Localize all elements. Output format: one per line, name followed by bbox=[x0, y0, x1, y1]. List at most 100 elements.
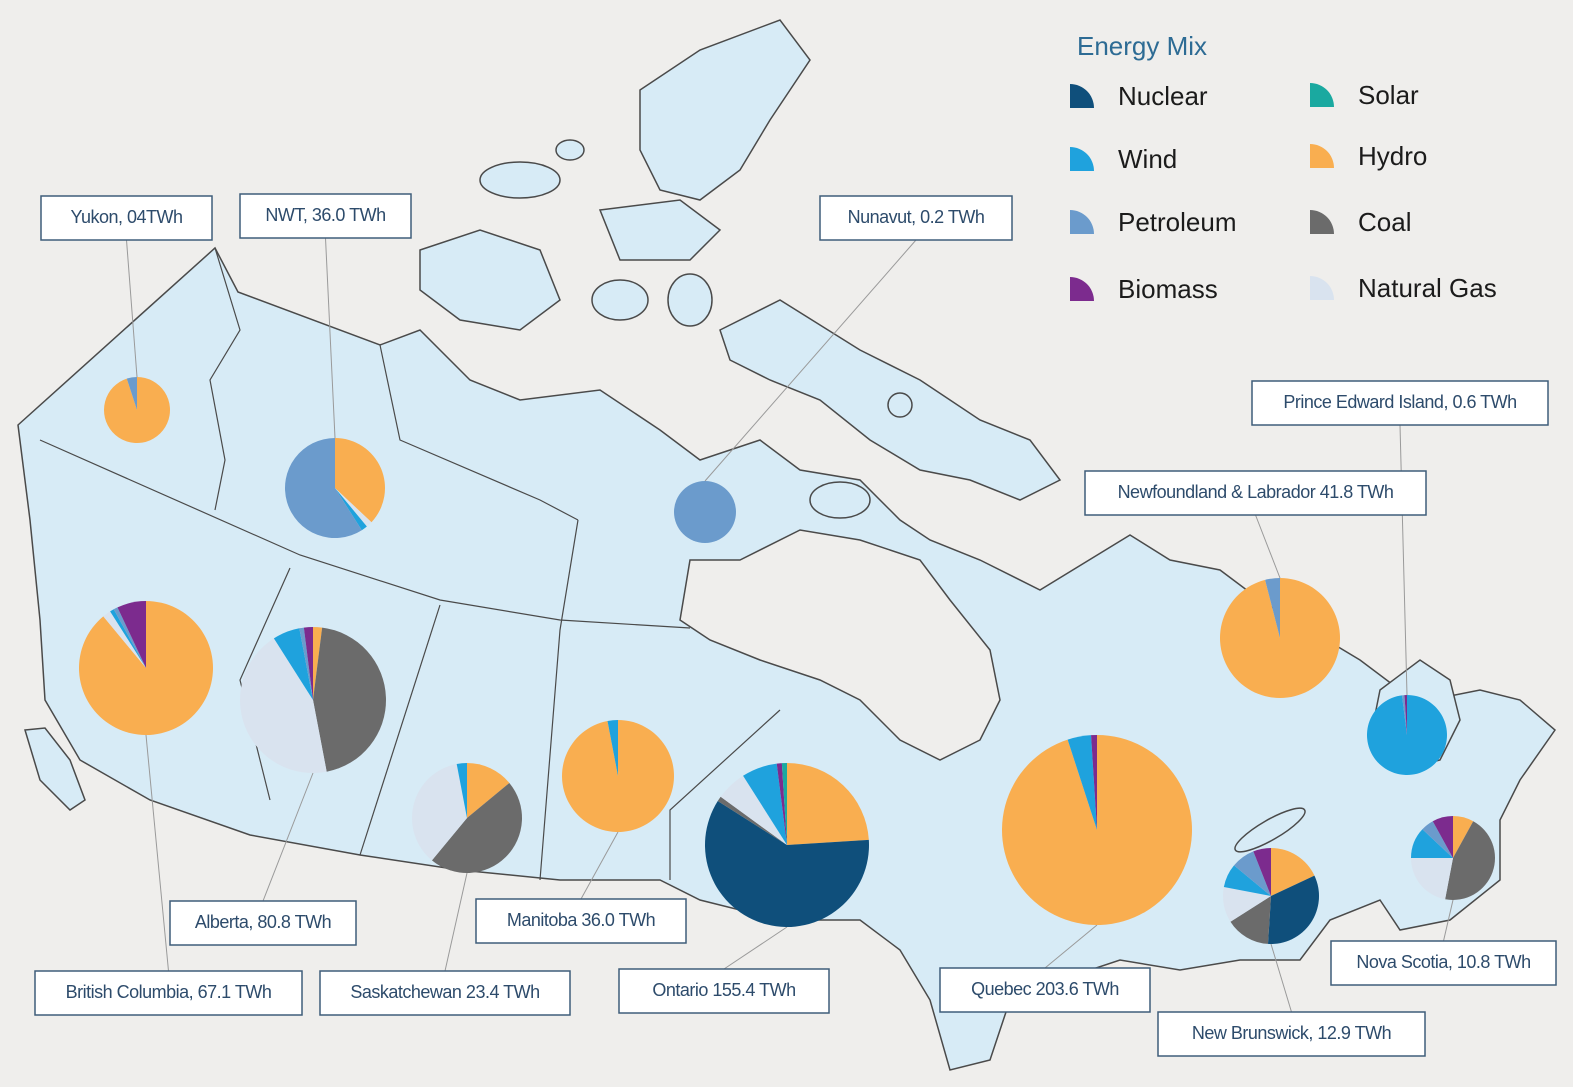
pie-slice bbox=[562, 720, 675, 832]
label-box bbox=[618, 968, 830, 1014]
legend-label: Biomass bbox=[1118, 274, 1218, 304]
legend-label: Natural Gas bbox=[1358, 273, 1497, 303]
province-label: Quebec 203.6 TWh bbox=[971, 979, 1119, 999]
pie-slice bbox=[113, 607, 146, 668]
pie-slice bbox=[607, 720, 618, 776]
borders bbox=[39, 247, 781, 881]
label-box bbox=[319, 970, 571, 1016]
leader-line bbox=[1270, 943, 1292, 1013]
province-label: Nova Scotia, 10.8 TWh bbox=[1356, 952, 1530, 972]
label-box bbox=[169, 900, 357, 946]
pie-slice bbox=[1002, 735, 1192, 926]
pie-slice bbox=[1453, 816, 1474, 858]
island bbox=[887, 392, 913, 418]
label-box bbox=[34, 970, 303, 1016]
province-label: Yukon, 04TWh bbox=[70, 207, 182, 227]
pie-slice bbox=[1410, 829, 1453, 858]
legend-icon bbox=[1310, 276, 1334, 300]
province-label: Ontario 155.4 TWh bbox=[652, 980, 795, 1000]
pie-slice bbox=[456, 763, 467, 818]
province-label: Nunavut, 0.2 TWh bbox=[848, 207, 985, 227]
legend-label: Solar bbox=[1358, 80, 1419, 110]
pie-slice bbox=[1401, 695, 1407, 735]
legend-label: Hydro bbox=[1358, 141, 1427, 171]
pie-slice bbox=[126, 377, 137, 410]
border bbox=[539, 519, 579, 881]
leader-line bbox=[1399, 424, 1408, 696]
pie-slice bbox=[781, 762, 787, 845]
pie-slice bbox=[1445, 821, 1495, 900]
victoria-island bbox=[419, 229, 561, 331]
pie-slice bbox=[110, 609, 146, 668]
island bbox=[591, 279, 649, 321]
legend-icon bbox=[1070, 210, 1094, 234]
pie-slice bbox=[1367, 695, 1448, 775]
legend-title: Energy Mix bbox=[1077, 31, 1207, 61]
pie-slice bbox=[303, 627, 313, 700]
leader-line bbox=[145, 734, 169, 972]
pie-slice bbox=[720, 775, 787, 845]
pie-slice bbox=[1067, 735, 1097, 830]
pie-slice bbox=[717, 796, 787, 845]
pie-slice bbox=[787, 763, 869, 845]
label-box bbox=[40, 195, 213, 241]
legend-icon bbox=[1070, 277, 1094, 301]
legend-icon bbox=[1310, 83, 1334, 107]
pie-slice bbox=[674, 481, 736, 543]
leader-line bbox=[1044, 924, 1098, 969]
pie-slice bbox=[313, 627, 323, 700]
province-label: Alberta, 80.8 TWh bbox=[195, 912, 331, 932]
pie-slice bbox=[467, 763, 510, 818]
province-label: Saskatchewan 23.4 TWh bbox=[350, 982, 539, 1002]
pie-slice bbox=[1091, 735, 1097, 830]
pie-slice bbox=[743, 763, 787, 845]
border bbox=[359, 604, 441, 856]
leader-line bbox=[126, 239, 138, 378]
pie-slice bbox=[103, 611, 146, 668]
pie-slice bbox=[273, 628, 313, 700]
pie-slice bbox=[1234, 851, 1271, 896]
pie-slice bbox=[335, 488, 367, 531]
pie-slice bbox=[335, 488, 372, 527]
vancouver-island bbox=[24, 727, 86, 811]
pie-slice bbox=[1223, 865, 1271, 896]
pie-slice bbox=[284, 438, 362, 538]
pie-slice bbox=[335, 438, 385, 523]
border bbox=[39, 439, 691, 629]
pie-slice bbox=[1432, 816, 1453, 858]
leader-line bbox=[262, 772, 314, 902]
pie-slice bbox=[1220, 578, 1341, 698]
island bbox=[555, 139, 585, 161]
label-box bbox=[239, 193, 412, 239]
legend-label: Petroleum bbox=[1118, 207, 1237, 237]
legend-icon bbox=[1070, 147, 1094, 171]
pie-slice bbox=[776, 763, 787, 845]
border bbox=[209, 247, 241, 511]
pie-slice bbox=[299, 627, 313, 700]
hudson-bay bbox=[679, 529, 1001, 761]
legend-label: Wind bbox=[1118, 144, 1177, 174]
border bbox=[379, 344, 579, 521]
pie-slice bbox=[1253, 848, 1271, 896]
legend-label: Nuclear bbox=[1118, 81, 1208, 111]
pie-slice bbox=[411, 763, 467, 861]
label-box bbox=[475, 898, 687, 944]
legend-label: Coal bbox=[1358, 207, 1411, 237]
pie-slice bbox=[313, 627, 386, 772]
province-label: Manitoba 36.0 TWh bbox=[507, 910, 655, 930]
legend-icon bbox=[1310, 144, 1334, 168]
pie-slice bbox=[1271, 848, 1315, 896]
legend-icon bbox=[1310, 210, 1334, 234]
pie-slice bbox=[1404, 695, 1407, 735]
province-label: Prince Edward Island, 0.6 TWh bbox=[1283, 392, 1516, 412]
leader-line bbox=[723, 926, 788, 970]
pie-slice bbox=[705, 801, 869, 927]
pie-slice bbox=[104, 377, 171, 444]
province-label: New Brunswick, 12.9 TWh bbox=[1192, 1023, 1391, 1043]
pie-slice bbox=[1422, 821, 1453, 858]
pie-slice bbox=[239, 638, 327, 773]
label-box bbox=[939, 967, 1151, 1013]
pie-slice bbox=[1230, 896, 1271, 944]
island bbox=[667, 273, 713, 327]
border bbox=[239, 567, 291, 801]
